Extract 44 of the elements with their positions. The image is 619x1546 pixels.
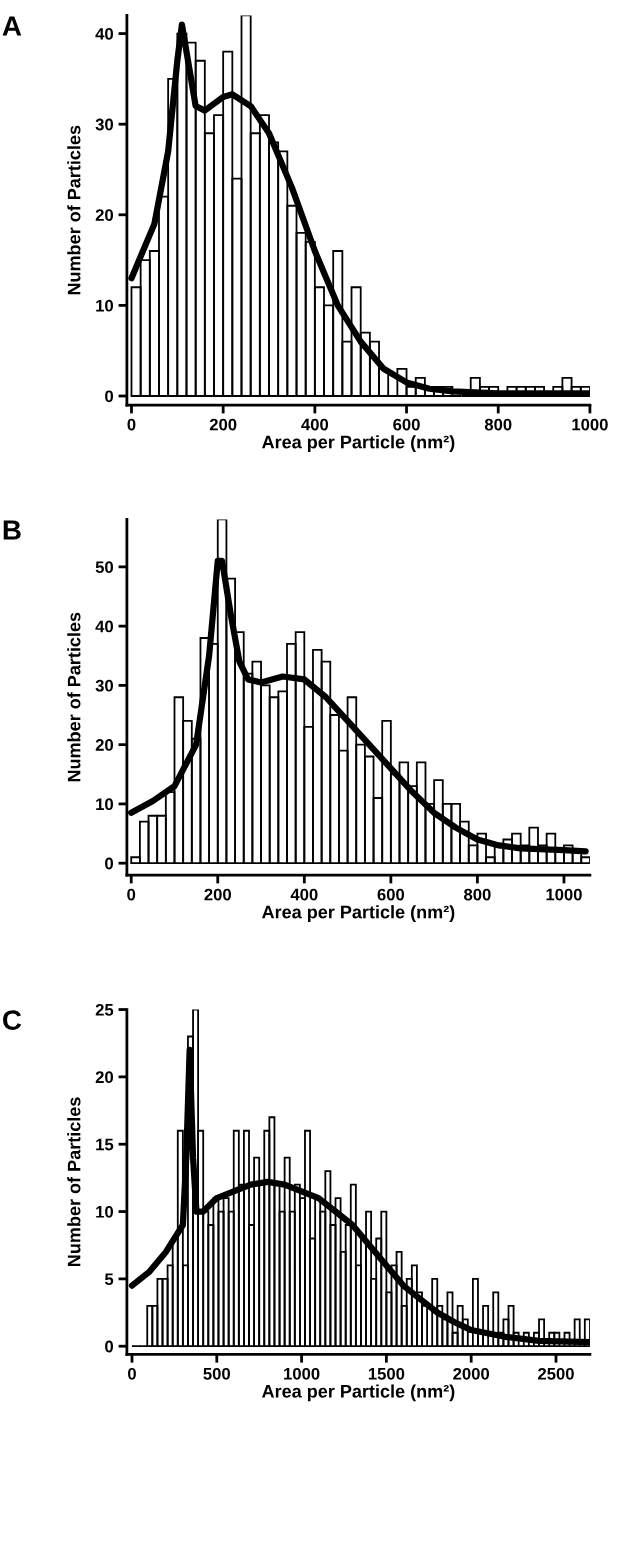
y-tick-label: 40	[95, 27, 114, 40]
y-axis-title: Number of Particles	[67, 125, 81, 295]
x-tick-label: 1500	[368, 1367, 405, 1380]
y-axis-title: Number of Particles	[67, 612, 81, 782]
y-tick-label: 0	[105, 1340, 114, 1353]
x-axis-title: Area per Particle (nm²)	[262, 1384, 455, 1402]
y-tick-label: 30	[95, 118, 114, 131]
x-tick-label: 0	[127, 888, 136, 901]
x-tick-label: 800	[464, 888, 491, 901]
y-tick-label: 40	[95, 620, 114, 633]
y-tick-label: 20	[95, 739, 114, 751]
x-tick-label: 1000	[572, 418, 608, 431]
y-tick-label: 15	[96, 1138, 114, 1151]
x-tick-label: 2500	[538, 1367, 574, 1380]
y-tick-label: 30	[95, 679, 114, 692]
x-tick-label: 500	[203, 1367, 231, 1380]
y-tick-label: 50	[95, 561, 114, 574]
x-tick-label: 600	[377, 888, 405, 901]
x-tick-label: 600	[393, 418, 420, 431]
x-tick-label: 1000	[546, 888, 582, 901]
x-axis-title: Area per Particle (nm²)	[262, 435, 455, 452]
y-tick-label: 0	[105, 390, 114, 403]
x-tick-label: 200	[209, 418, 237, 431]
x-tick-label: 800	[484, 418, 512, 431]
x-tick-label: 2000	[453, 1367, 490, 1380]
chart-title: C	[3, 1010, 22, 1030]
y-tick-label: 10	[96, 1205, 114, 1218]
x-tick-label: 1000	[284, 1367, 320, 1380]
chart-title: A	[2, 16, 22, 36]
x-tick-label: 200	[204, 888, 231, 901]
y-tick-label: 5	[104, 1273, 114, 1286]
x-tick-label: 0	[127, 418, 136, 431]
x-axis-title: Area per Particle (nm²)	[262, 905, 455, 922]
x-tick-label: 0	[128, 1367, 136, 1380]
y-tick-label: 10	[96, 299, 114, 312]
x-tick-label: 400	[290, 888, 318, 901]
x-tick-label: 400	[301, 418, 329, 431]
y-axis-title: Number of Particles	[67, 1097, 81, 1266]
y-tick-label: 0	[105, 857, 114, 870]
chart-title: B	[3, 520, 21, 540]
y-tick-label: 10	[96, 798, 114, 811]
y-tick-label: 20	[95, 209, 114, 221]
y-tick-label: 20	[95, 1071, 114, 1084]
y-tick-label: 25	[95, 1003, 114, 1016]
